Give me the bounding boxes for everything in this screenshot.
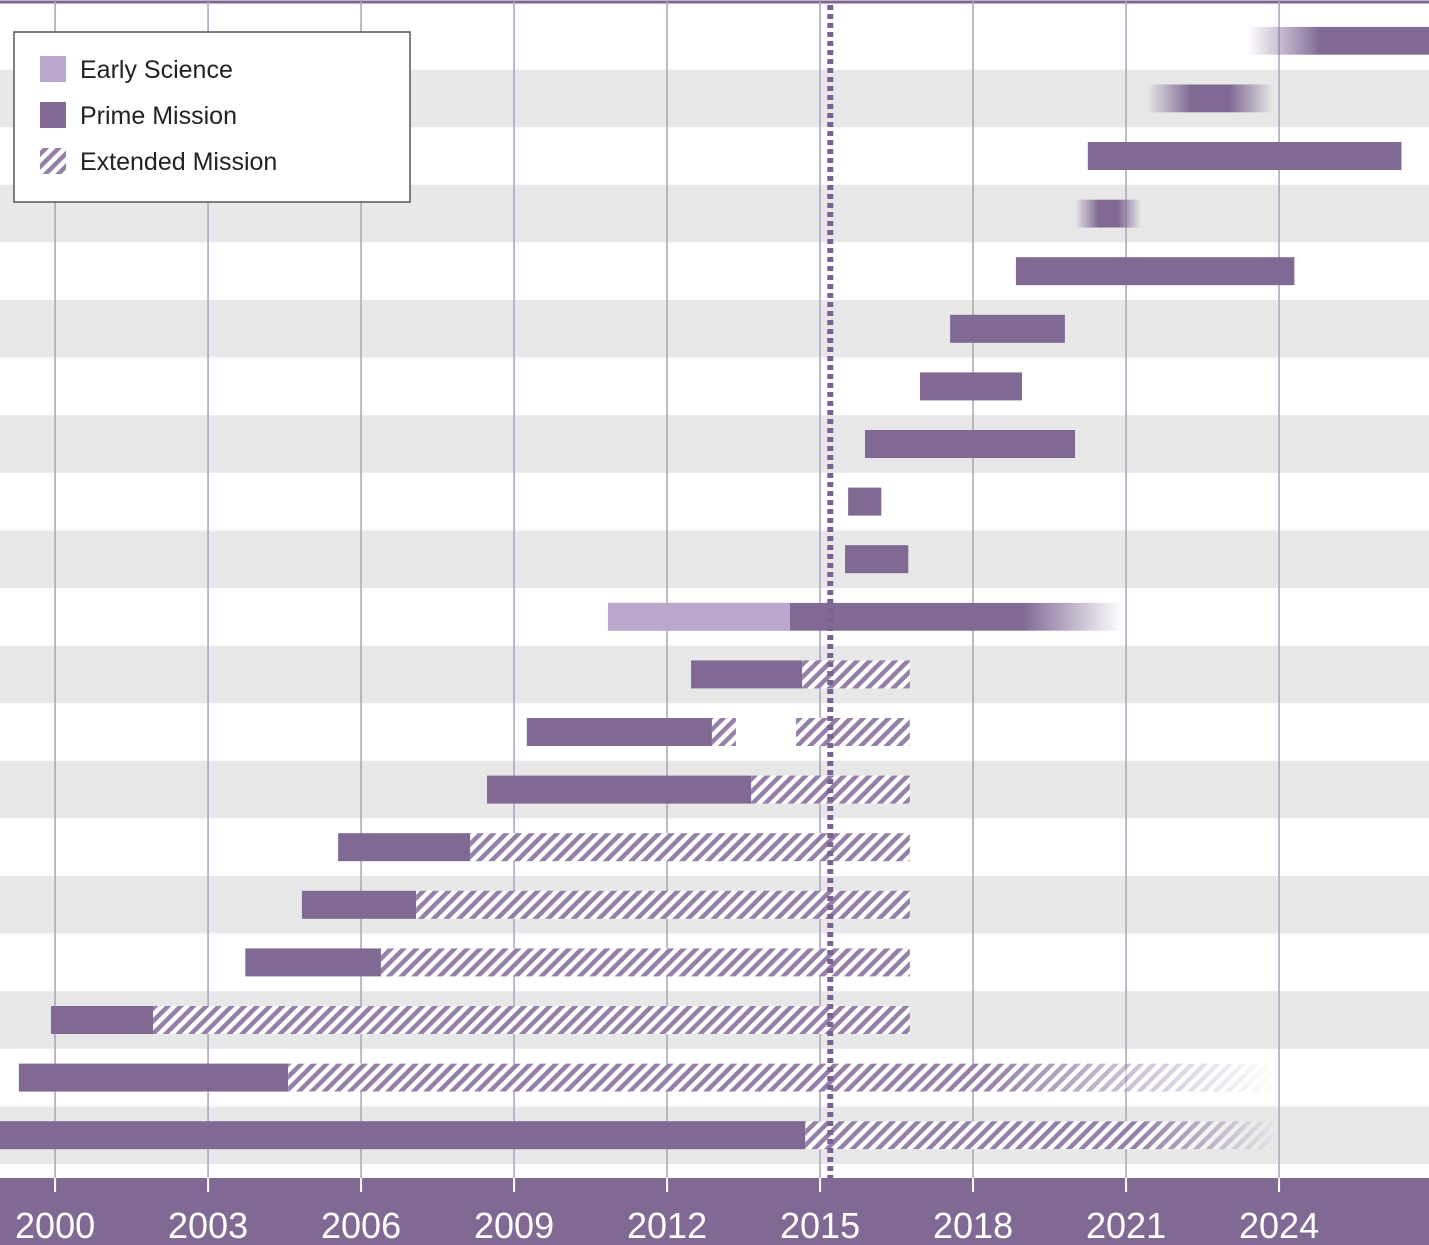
- mission-bar: [1016, 257, 1294, 285]
- mission-bar: [845, 545, 908, 573]
- legend-label: Extended Mission: [80, 148, 277, 176]
- mission-bar: [805, 1121, 1279, 1149]
- row-stripe: [0, 415, 1429, 473]
- mission-bar: [608, 603, 790, 631]
- mission-bar: [848, 488, 881, 516]
- mission-bar: [288, 1064, 1275, 1092]
- mission-bar: [0, 1121, 805, 1149]
- x-tick-label: 2024: [1239, 1205, 1319, 1245]
- legend-label: Early Science: [80, 56, 233, 84]
- row-stripe: [0, 300, 1429, 358]
- mission-bar: [416, 891, 910, 919]
- mission-bar: [865, 430, 1075, 458]
- x-tick-label: 2000: [15, 1205, 95, 1245]
- x-tick-label: 2018: [933, 1205, 1013, 1245]
- mission-bar: [153, 1006, 910, 1034]
- mission-bar: [790, 603, 1122, 631]
- x-tick-label: 2006: [321, 1205, 401, 1245]
- mission-bar: [1248, 27, 1429, 55]
- mission-bar: [920, 372, 1022, 400]
- x-tick-label: 2021: [1086, 1205, 1166, 1245]
- legend-swatch: [40, 148, 66, 174]
- x-tick-label: 2009: [474, 1205, 554, 1245]
- mission-bar: [1088, 142, 1402, 170]
- mission-bar: [245, 948, 381, 976]
- x-tick-label: 2015: [780, 1205, 860, 1245]
- mission-bar: [527, 718, 712, 746]
- mission-bar: [302, 891, 416, 919]
- row-stripe: [0, 530, 1429, 588]
- mission-bar: [470, 833, 910, 861]
- mission-bar: [1146, 84, 1273, 112]
- mission-bar: [802, 660, 910, 688]
- mission-bar: [796, 718, 910, 746]
- mission-bar: [487, 776, 751, 804]
- x-tick-label: 2012: [627, 1205, 707, 1245]
- mission-bar: [51, 1006, 153, 1034]
- legend-label: Prime Mission: [80, 102, 237, 130]
- chart: 2000 2003 2006 2009 2012 2015 2018 2021 2024 Ear…: [0, 0, 1429, 1245]
- x-tick-label: 2003: [168, 1205, 248, 1245]
- mission-bar: [1075, 200, 1141, 228]
- mission-bar: [691, 660, 802, 688]
- mission-bar: [19, 1064, 288, 1092]
- legend: Early Science Prime Mission Extended Missi…: [14, 32, 410, 202]
- mission-bar: [950, 315, 1065, 343]
- legend-swatch: [40, 56, 66, 82]
- mission-bar: [338, 833, 470, 861]
- mission-bar: [712, 718, 736, 746]
- legend-swatch: [40, 102, 66, 128]
